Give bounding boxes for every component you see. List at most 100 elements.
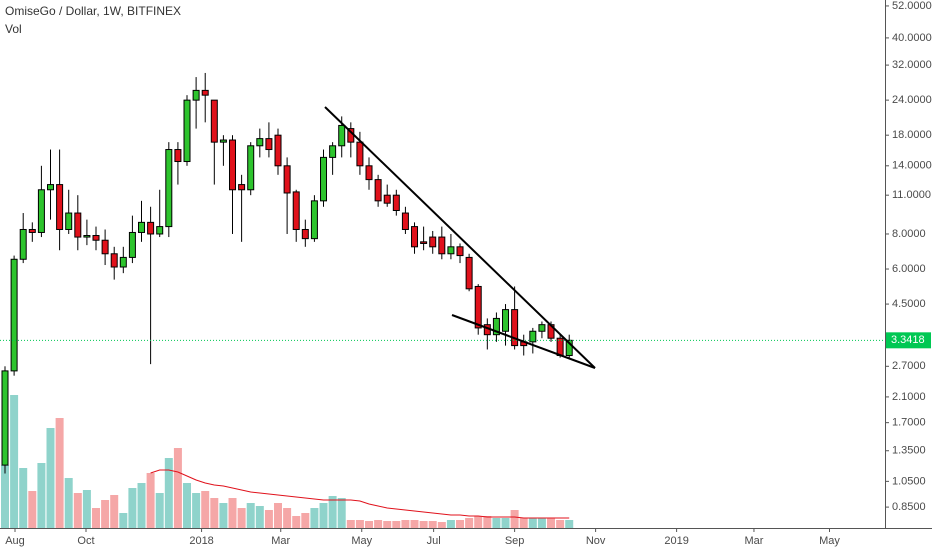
volume-title: Vol	[5, 22, 22, 36]
volume-bar	[510, 510, 519, 528]
candle-body	[147, 221, 155, 235]
volume-ma-line	[150, 469, 570, 519]
volume-bar	[474, 516, 483, 528]
volume-bar	[37, 463, 46, 528]
volume-bar	[556, 520, 565, 528]
volume-bar	[101, 500, 110, 528]
y-tick-label: 52.0000	[892, 0, 932, 12]
candle-body	[156, 226, 164, 235]
last-price-label: 3.3418	[891, 334, 925, 346]
candle-body	[383, 194, 391, 204]
volume-bar	[528, 518, 537, 528]
volume-bar	[192, 493, 201, 528]
x-tick-label: Jul	[427, 535, 441, 547]
volume-bar	[465, 518, 474, 528]
volume-bar	[119, 513, 128, 528]
candle-body	[47, 184, 55, 191]
candle-body	[474, 285, 482, 329]
candle-body	[219, 139, 227, 143]
volume-bar	[374, 520, 383, 528]
y-tick-label: 32.0000	[892, 59, 932, 71]
candle-body	[511, 309, 519, 347]
y-tick-label: 1.7000	[892, 417, 926, 429]
candle-body	[438, 236, 446, 255]
candle-body	[138, 221, 146, 233]
candle-body	[10, 258, 18, 372]
y-tick-label: 11.0000	[892, 189, 931, 201]
candle-body	[201, 89, 209, 96]
candle-body	[101, 239, 109, 255]
candle-body	[19, 228, 27, 260]
volume-bar	[55, 418, 64, 528]
y-tick-label: 4.5000	[892, 298, 926, 310]
volume-bar	[419, 521, 428, 528]
volume-bar	[301, 513, 310, 528]
volume-bar	[82, 490, 91, 528]
volume-bar	[201, 491, 210, 528]
x-tick-label: 2018	[189, 535, 213, 547]
y-tick-label: 40.0000	[892, 32, 932, 44]
candle-body	[301, 228, 309, 240]
x-tick-label: Sep	[505, 535, 525, 547]
y-tick-label: 24.0000	[892, 94, 932, 106]
volume-bar	[365, 521, 374, 528]
volume-bar	[428, 521, 437, 528]
candle-body	[83, 235, 91, 238]
candle-body	[420, 241, 428, 244]
volume-bar	[446, 520, 455, 528]
x-tick-label: Mar	[271, 535, 290, 547]
trendline-upper	[324, 106, 596, 369]
x-tick-label: May	[819, 535, 840, 547]
candle-body	[74, 212, 82, 238]
last-price-box	[886, 332, 931, 349]
volume-bar	[219, 503, 228, 528]
volume-bar	[337, 498, 346, 528]
volume-bar	[292, 516, 301, 528]
volume-bar	[492, 518, 501, 528]
y-tick-label: 2.7000	[892, 360, 926, 372]
volume-bar	[228, 498, 237, 528]
volume-bar	[28, 491, 37, 528]
volume-bar	[264, 510, 273, 528]
candle-body	[538, 324, 546, 332]
volume-bar	[346, 520, 355, 528]
candle-body	[192, 89, 200, 101]
trendline-lower	[451, 314, 596, 369]
y-tick-label: 0.8500	[892, 501, 926, 513]
volume-bar	[1, 465, 10, 528]
candle-body	[165, 149, 173, 228]
volume-bar	[283, 508, 292, 528]
volume-bar	[537, 518, 546, 528]
volume-bar	[210, 498, 219, 528]
volume-bar	[456, 520, 465, 528]
candle-body	[56, 184, 64, 230]
candle-body	[411, 226, 419, 248]
volume-bar	[392, 521, 401, 528]
volume-bar	[64, 478, 73, 528]
volume-bar	[410, 520, 419, 528]
volume-bar	[19, 468, 28, 528]
volume-bar	[110, 495, 119, 528]
candle-body	[37, 189, 45, 233]
volume-bar	[355, 520, 364, 528]
x-tick-label: 2019	[664, 535, 688, 547]
volume-bar	[92, 508, 101, 528]
candle-body	[65, 212, 73, 230]
x-tick-label: May	[351, 535, 372, 547]
candle-body	[365, 165, 373, 181]
volume-bar	[565, 520, 574, 528]
candle-body	[429, 236, 437, 248]
y-tick-label: 2.1000	[892, 391, 926, 403]
y-tick-label: 14.0000	[892, 160, 932, 172]
candle-body	[456, 246, 464, 257]
volume-bar	[73, 493, 82, 528]
candle-body	[174, 149, 182, 163]
candle-body	[210, 99, 218, 143]
chart-title: OmiseGo / Dollar, 1W, BITFINEX	[5, 4, 181, 18]
candle-body	[247, 145, 255, 191]
volume-bar	[173, 448, 182, 528]
x-tick-label: Oct	[77, 535, 94, 547]
candle-body	[229, 139, 237, 191]
volume-bar	[46, 428, 55, 528]
